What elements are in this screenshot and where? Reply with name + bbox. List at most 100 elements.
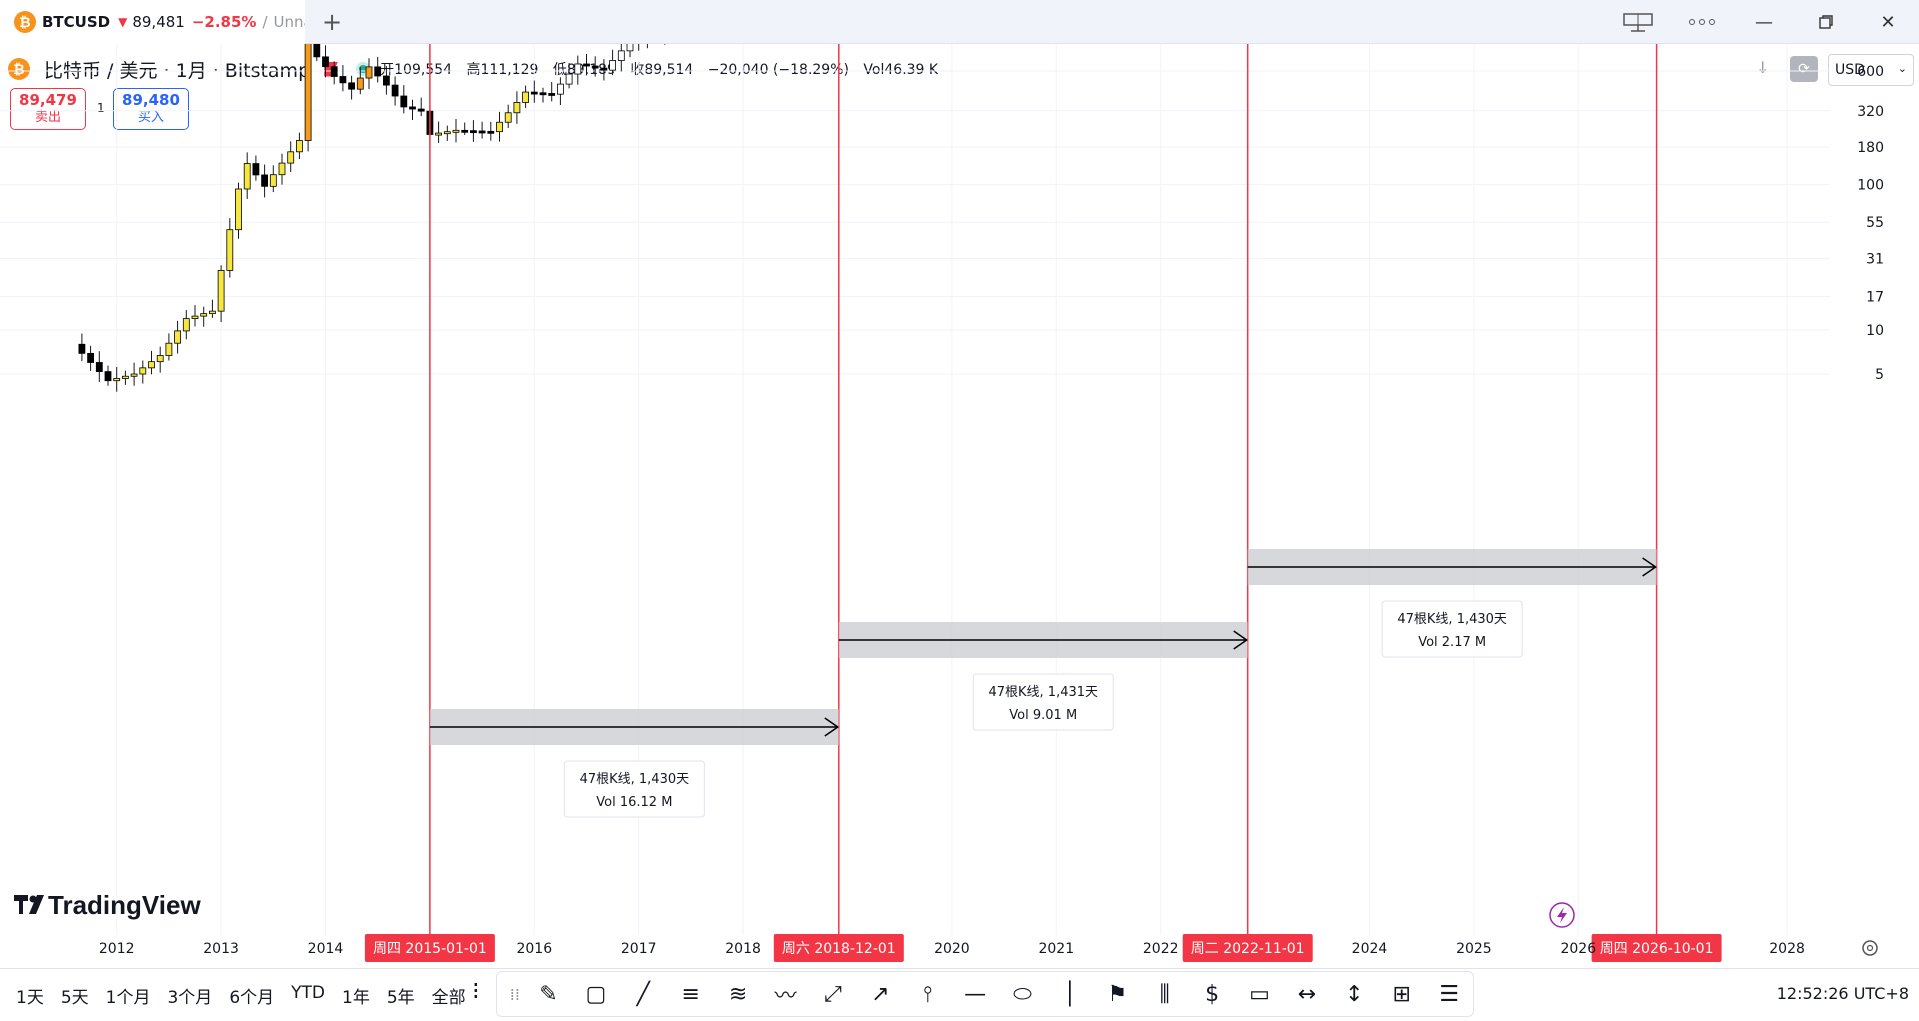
time-tick-label: 2013 bbox=[203, 941, 239, 957]
fib-channel-icon[interactable]: ≋ bbox=[728, 981, 748, 1007]
candle-body bbox=[626, 44, 634, 52]
candle-body bbox=[583, 63, 590, 67]
date-label-bg bbox=[1182, 934, 1313, 962]
lightning-icon[interactable] bbox=[1549, 902, 1575, 928]
candle-body bbox=[574, 63, 582, 75]
candle-body bbox=[330, 66, 338, 77]
range-1y[interactable]: 1年 bbox=[342, 988, 370, 1008]
sell-button[interactable]: 89,479 卖出 bbox=[10, 88, 86, 130]
time-tick-label: 2014 bbox=[308, 941, 344, 957]
tab-separator: / bbox=[262, 13, 268, 31]
range-5d[interactable]: 5天 bbox=[60, 988, 89, 1008]
time-tick-label: 2021 bbox=[1038, 941, 1074, 957]
range-all[interactable]: 全部 bbox=[431, 988, 466, 1008]
buy-button[interactable]: 89,480 买入 bbox=[113, 88, 189, 130]
close-button[interactable]: ✕ bbox=[1880, 11, 1896, 33]
ohlc-close: 89,514 bbox=[644, 62, 694, 78]
symbol-tab[interactable]: ₿ BTCUSD ▼ 89,481 −2.85% / Unna bbox=[0, 0, 305, 44]
brush-icon[interactable]: ✎ bbox=[539, 981, 558, 1007]
ohlc-vol: 46.39 K bbox=[884, 62, 939, 78]
rectangle-icon[interactable]: ▢ bbox=[585, 981, 607, 1007]
range-1m[interactable]: 1个月 bbox=[105, 988, 151, 1008]
candle-body bbox=[461, 129, 469, 133]
candle-body bbox=[400, 95, 408, 108]
candle-body bbox=[217, 270, 225, 312]
range-bars-text: 47根K线, 1,430天 bbox=[580, 772, 690, 787]
candle-body bbox=[339, 76, 347, 84]
pitchfork-icon[interactable]: ⫯ bbox=[922, 981, 933, 1007]
more-icon[interactable] bbox=[1674, 0, 1730, 44]
candle-pattern-icon[interactable]: ⫼ bbox=[1159, 981, 1170, 1007]
price-chart[interactable]: 周四 2015-01-01 周六 2018-12-01 周二 2022-11-01 周… bbox=[0, 44, 1919, 968]
ohlc-high: 111,129 bbox=[480, 62, 539, 78]
price-tick-label: 55 bbox=[1866, 215, 1884, 231]
time-tick-label: 2028 bbox=[1769, 941, 1805, 957]
date-label-bg bbox=[1591, 934, 1722, 962]
candle-body bbox=[452, 129, 460, 133]
path-icon[interactable]: 〰 bbox=[774, 984, 797, 1009]
ray-icon[interactable]: ⤢ bbox=[824, 981, 842, 1007]
candle-body bbox=[243, 163, 251, 190]
sell-price: 89,479 bbox=[19, 91, 77, 109]
arrow-down-icon[interactable]: ↓ bbox=[1756, 58, 1770, 77]
range-vol-text: Vol 2.17 M bbox=[1418, 635, 1486, 650]
candle-body bbox=[287, 151, 295, 164]
trend-line-icon[interactable]: ╱ bbox=[636, 981, 650, 1007]
price-tick-label: 180 bbox=[1857, 140, 1884, 156]
range-bars-text: 47根K线, 1,430天 bbox=[1397, 612, 1507, 627]
vertical-line-icon[interactable]: │ bbox=[1063, 981, 1077, 1007]
time-tick-label: 2020 bbox=[934, 941, 970, 957]
down-triangle-icon: ▼ bbox=[118, 15, 128, 29]
candle-body bbox=[348, 82, 356, 90]
vertical-lines: 周四 2015-01-01 周六 2018-12-01 周二 2022-11-01 周… bbox=[364, 44, 1722, 962]
range-1d[interactable]: 1天 bbox=[16, 988, 44, 1008]
ellipse-icon[interactable]: ⬭ bbox=[1013, 981, 1032, 1007]
restore-button[interactable] bbox=[1798, 0, 1854, 44]
drag-handle-icon[interactable]: ⁞⁞ bbox=[509, 984, 520, 1004]
long-position-icon[interactable]: ☰ bbox=[1439, 981, 1460, 1007]
currency-value: USD bbox=[1835, 62, 1865, 78]
sync-icon[interactable]: ⟳ bbox=[1790, 56, 1818, 82]
callout-icon[interactable]: ▭ bbox=[1249, 981, 1270, 1007]
cursor-tool-icon[interactable]: ⁝ bbox=[472, 977, 480, 1005]
new-tab-button[interactable]: + bbox=[321, 8, 343, 36]
candle-body bbox=[374, 66, 382, 77]
candle-body bbox=[87, 352, 94, 363]
minimize-button[interactable]: — bbox=[1755, 11, 1773, 33]
candle-body bbox=[496, 121, 503, 133]
date-range-icon[interactable]: ↔ bbox=[1297, 981, 1317, 1007]
currency-select[interactable]: USD ⌄ bbox=[1828, 54, 1914, 86]
parallel-channel-icon[interactable]: ≡ bbox=[681, 981, 700, 1007]
range-6m[interactable]: 6个月 bbox=[229, 988, 275, 1008]
tab-symbol: BTCUSD bbox=[42, 13, 111, 31]
time-tick-label: 2026 bbox=[1560, 941, 1596, 957]
range-ytd[interactable]: YTD bbox=[291, 983, 325, 1003]
arrow-icon[interactable]: ↗ bbox=[871, 981, 890, 1007]
date-price-range-icon[interactable]: ⊞ bbox=[1392, 981, 1411, 1007]
horizontal-line-icon[interactable]: — bbox=[964, 981, 987, 1007]
vertical-line-date: 周四 2026-10-01 bbox=[1600, 941, 1714, 957]
price-range-icon[interactable]: ↕ bbox=[1345, 981, 1364, 1007]
range-info-box bbox=[563, 760, 705, 818]
price-tick-label: 10 bbox=[1866, 323, 1884, 339]
logo-text: TradingView bbox=[48, 890, 201, 920]
price-label-icon[interactable]: $ bbox=[1205, 981, 1220, 1007]
layout-icon[interactable] bbox=[1610, 0, 1666, 44]
tradingview-logo: TradingView bbox=[14, 890, 201, 920]
range-3m[interactable]: 3个月 bbox=[167, 988, 213, 1008]
time-axis: 2012 2013 2014 2016 2017 2018 2020 2021 2022 2024… bbox=[99, 941, 1805, 957]
range-5y[interactable]: 5年 bbox=[386, 988, 415, 1008]
range-arrow-head bbox=[1642, 557, 1657, 577]
candle-body bbox=[435, 132, 443, 136]
flag-tool-icon[interactable]: ⚑ bbox=[1107, 981, 1128, 1007]
candle-body bbox=[182, 318, 190, 332]
ohlc-open: 109,554 bbox=[394, 62, 453, 78]
settings-icon[interactable] bbox=[1862, 940, 1878, 956]
time-tick-label: 2018 bbox=[725, 941, 761, 957]
buy-price: 89,480 bbox=[122, 91, 180, 109]
candle-body bbox=[409, 106, 416, 110]
candle-body bbox=[139, 367, 147, 375]
vertical-line-date: 周四 2015-01-01 bbox=[373, 941, 487, 957]
ohlc-vol-label: Vol bbox=[863, 62, 885, 78]
